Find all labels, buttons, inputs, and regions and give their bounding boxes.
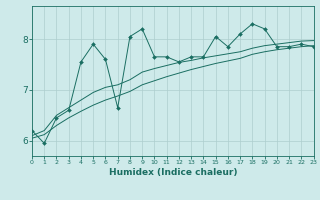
- X-axis label: Humidex (Indice chaleur): Humidex (Indice chaleur): [108, 168, 237, 177]
